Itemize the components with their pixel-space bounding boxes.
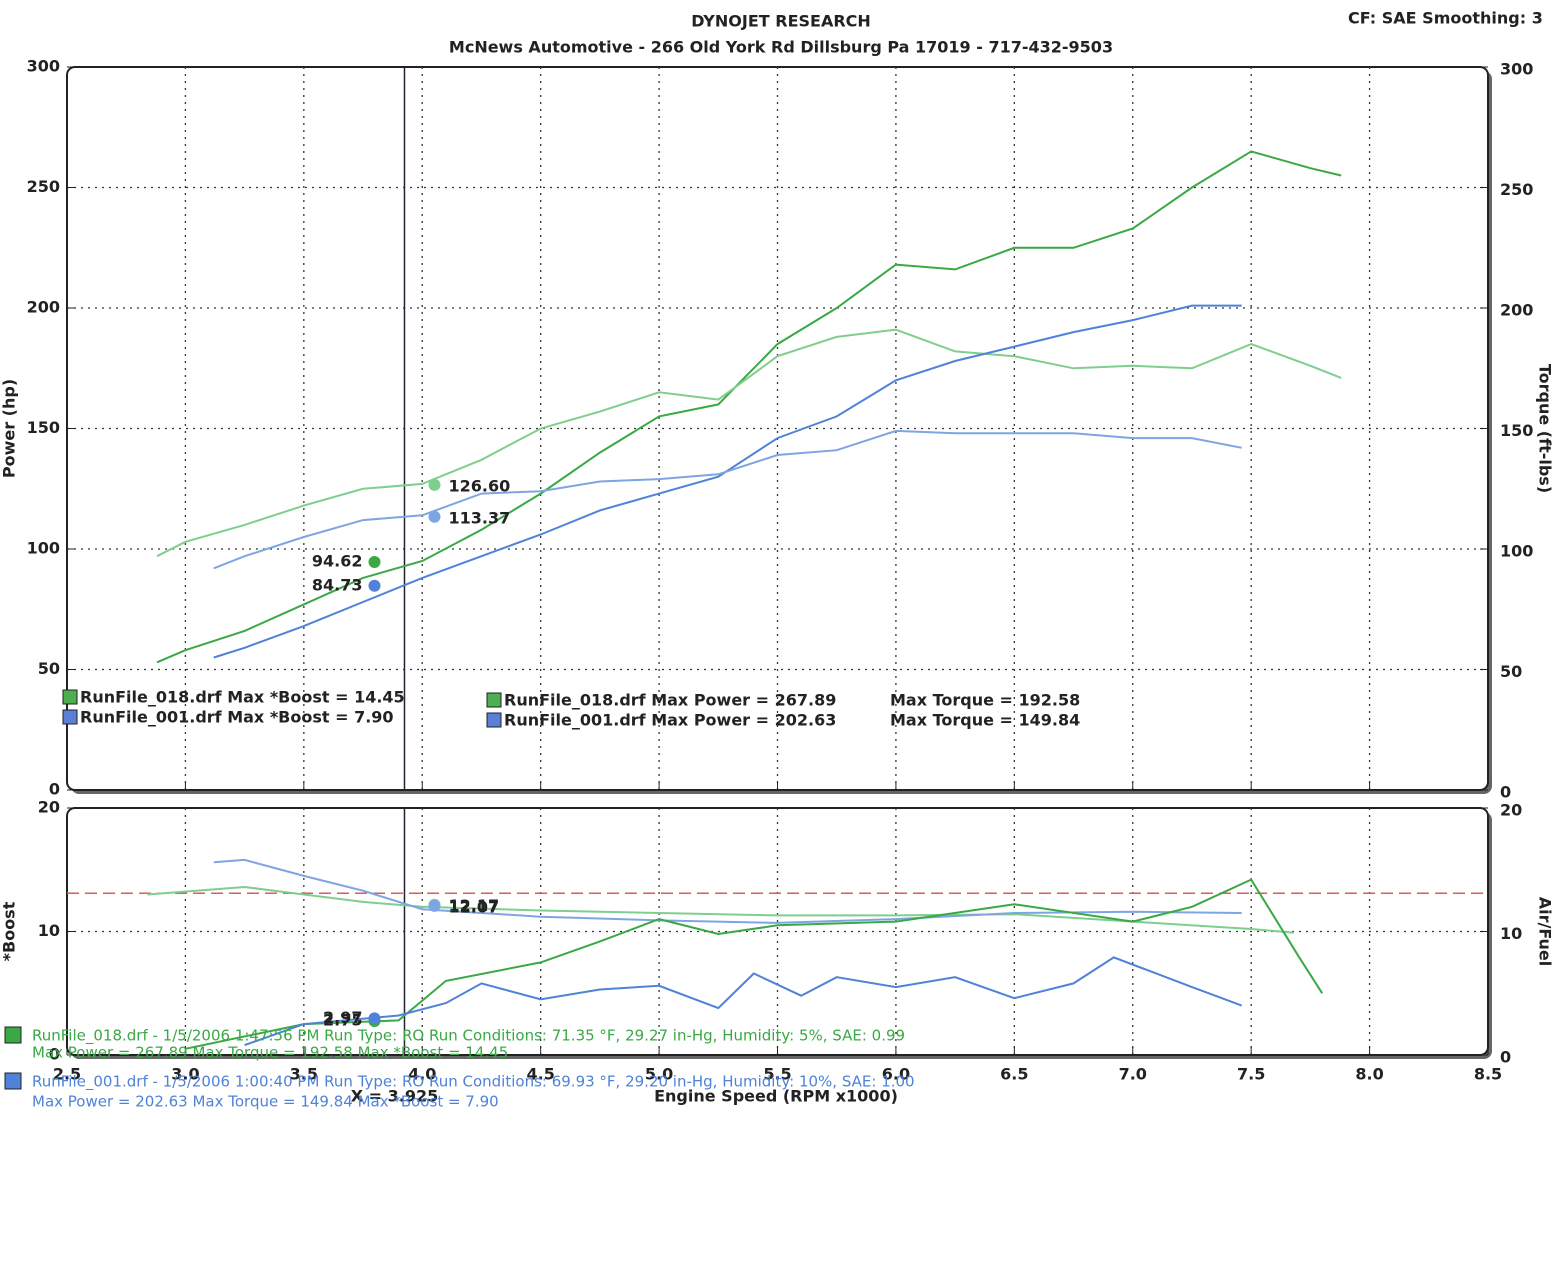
cursor-dot xyxy=(428,899,441,912)
series-line xyxy=(213,429,1242,570)
cursor-dot xyxy=(428,510,441,523)
x-tick-label: 6.0 xyxy=(882,1065,910,1084)
y-tick-label: 150 xyxy=(27,418,60,437)
cursor-value-label: 2.97 xyxy=(323,1008,362,1027)
cursor-label: X = 3.925 xyxy=(351,1087,439,1106)
x-tick-label: 7.5 xyxy=(1237,1065,1265,1084)
footer-swatch xyxy=(4,1026,22,1044)
legend-text: Max Torque = 149.84 xyxy=(890,711,1080,730)
series-line xyxy=(213,304,1242,659)
legend-swatch xyxy=(486,692,502,708)
y2-tick-label: 100 xyxy=(1500,542,1533,561)
series-line xyxy=(185,878,1324,1050)
plot-frame xyxy=(66,66,1489,791)
legend-swatch xyxy=(62,709,78,725)
legend-swatch xyxy=(486,712,502,728)
y2-tick-label: 200 xyxy=(1500,301,1533,320)
cursor-value-label: 94.62 xyxy=(312,551,363,570)
legend-text: RunFile_018.drf Max Power = 267.89 xyxy=(504,691,836,710)
x-tick-label: 2.5 xyxy=(53,1065,81,1084)
cursor-value-label: 126.60 xyxy=(448,476,510,495)
title: DYNOJET RESEARCH xyxy=(691,12,871,31)
footer-text: Max Power = 267.89 Max Torque = 192.58 M… xyxy=(32,1044,508,1062)
cursor-value-label: 12.17 xyxy=(448,896,499,915)
y-tick-label: 0 xyxy=(49,1045,60,1064)
y2-tick-label: 150 xyxy=(1500,421,1533,440)
x-tick-label: 5.0 xyxy=(645,1065,673,1084)
cursor-dot xyxy=(368,579,381,592)
legend-text: RunFile_001.drf Max *Boost = 7.90 xyxy=(80,708,394,727)
y2-tick-label: 0 xyxy=(1500,783,1511,802)
settings: CF: SAE Smoothing: 3 xyxy=(1348,9,1543,28)
x-tick-label: 5.5 xyxy=(763,1065,791,1084)
y-axis-label: *Boost xyxy=(0,901,19,961)
x-tick-label: 8.5 xyxy=(1474,1065,1502,1084)
cursor-dot xyxy=(368,555,381,568)
x-tick-label: 4.5 xyxy=(526,1065,554,1084)
x-tick-label: 6.5 xyxy=(1000,1065,1028,1084)
cursor-dot xyxy=(368,1012,381,1025)
y-tick-label: 0 xyxy=(49,780,60,799)
footer-text: Max Power = 202.63 Max Torque = 149.84 M… xyxy=(32,1093,499,1111)
y2-tick-label: 300 xyxy=(1500,60,1533,79)
series-line xyxy=(213,858,1242,924)
legend-text: Max Torque = 192.58 xyxy=(890,691,1080,710)
cursor-dot xyxy=(428,478,441,491)
legend-swatch xyxy=(62,689,78,705)
series-line xyxy=(156,150,1342,664)
y-tick-label: 200 xyxy=(27,298,60,317)
y2-tick-label: 10 xyxy=(1500,924,1522,943)
y-tick-label: 100 xyxy=(27,539,60,558)
y-tick-label: 50 xyxy=(38,659,60,678)
y-tick-label: 20 xyxy=(38,798,60,817)
x-tick-label: 4.0 xyxy=(408,1065,436,1084)
x-tick-label: 3.0 xyxy=(171,1065,199,1084)
legend-text: RunFile_018.drf Max *Boost = 14.45 xyxy=(80,688,405,707)
legend-text: RunFile_001.drf Max Power = 202.63 xyxy=(504,711,836,730)
y-tick-label: 250 xyxy=(27,177,60,196)
x-axis-label: Engine Speed (RPM x1000) xyxy=(654,1087,898,1106)
y2-tick-label: 250 xyxy=(1500,180,1533,199)
x-tick-label: 3.5 xyxy=(290,1065,318,1084)
series-line xyxy=(156,328,1342,558)
y2-tick-label: 50 xyxy=(1500,662,1522,681)
y-axis-label: Power (hp) xyxy=(0,379,19,478)
footer-swatch xyxy=(4,1072,22,1090)
y2-tick-label: 20 xyxy=(1500,801,1522,820)
y2-axis-label: Air/Fuel xyxy=(1536,897,1555,966)
footer-text: RunFile_018.drf - 1/5/2006 1:47:56 PM Ru… xyxy=(32,1027,905,1046)
y2-axis-label: Torque (ft-lbs) xyxy=(1536,364,1555,493)
x-tick-label: 8.0 xyxy=(1355,1065,1383,1084)
cursor-value-label: 12.07 xyxy=(448,897,499,916)
y-tick-label: 10 xyxy=(38,921,60,940)
footer-text: RunFile_001.drf - 1/5/2006 1:00:40 PM Ru… xyxy=(32,1073,915,1092)
series-line xyxy=(244,956,1243,1047)
cursor-value-label: 113.37 xyxy=(448,508,510,527)
cursor-value-label: 84.73 xyxy=(312,575,363,594)
x-tick-label: 7.0 xyxy=(1119,1065,1147,1084)
subtitle: McNews Automotive - 266 Old York Rd Dill… xyxy=(449,38,1113,57)
y2-tick-label: 0 xyxy=(1500,1048,1511,1067)
y-tick-label: 300 xyxy=(27,57,60,76)
